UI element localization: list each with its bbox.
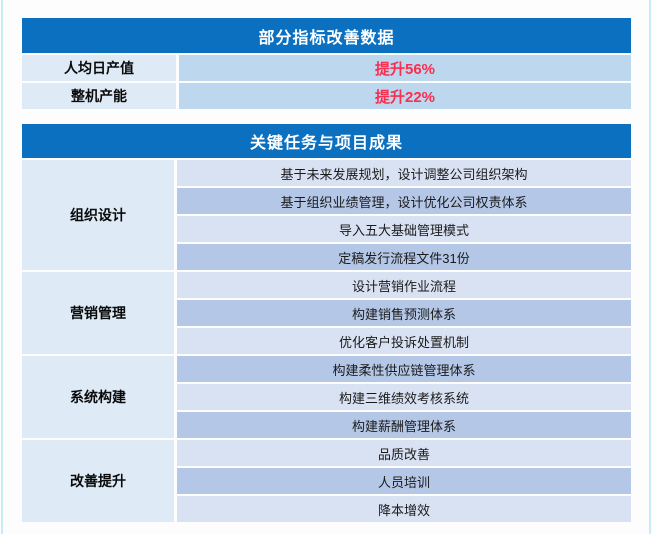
task-row: 设计营销作业流程 [177,272,631,298]
tasks-table-body: 组织设计 基于未来发展规划，设计调整公司组织架构 基于组织业绩管理，设计优化公司权责… [22,160,631,522]
task-group-label: 系统构建 [22,356,174,438]
task-row: 降本增效 [177,496,631,522]
task-row: 基于未来发展规划，设计调整公司组织架构 [177,160,631,186]
task-group-rows: 基于未来发展规划，设计调整公司组织架构 基于组织业绩管理，设计优化公司权责体系 导入… [177,160,631,270]
tasks-table-title: 关键任务与项目成果 [22,124,631,158]
task-group-label: 改善提升 [22,440,174,522]
task-group: 系统构建 构建柔性供应链管理体系 构建三维绩效考核系统 构建薪酬管理体系 [22,356,631,438]
metric-label: 整机产能 [22,83,176,109]
task-group-rows: 设计营销作业流程 构建销售预测体系 优化客户投诉处置机制 [177,272,631,354]
task-row: 基于组织业绩管理，设计优化公司权责体系 [177,188,631,214]
metrics-table-body: 人均日产值 提升56% 整机产能 提升22% [22,55,631,109]
task-row: 导入五大基础管理模式 [177,216,631,242]
task-row: 构建三维绩效考核系统 [177,384,631,410]
task-row: 优化客户投诉处置机制 [177,328,631,354]
task-group-rows: 构建柔性供应链管理体系 构建三维绩效考核系统 构建薪酬管理体系 [177,356,631,438]
task-row: 定稿发行流程文件31份 [177,244,631,270]
metric-row: 人均日产值 提升56% [22,55,631,81]
task-row: 构建薪酬管理体系 [177,412,631,438]
metric-label: 人均日产值 [22,55,176,81]
task-group: 营销管理 设计营销作业流程 构建销售预测体系 优化客户投诉处置机制 [22,272,631,354]
tasks-table: 关键任务与项目成果 组织设计 基于未来发展规划，设计调整公司组织架构 基于组织业绩管… [22,124,631,522]
task-row: 人员培训 [177,468,631,494]
task-row: 构建销售预测体系 [177,300,631,326]
metric-value: 提升56% [179,55,631,81]
metric-value: 提升22% [179,83,631,109]
right-frame-line [649,0,651,534]
task-row: 品质改善 [177,440,631,466]
task-group: 组织设计 基于未来发展规划，设计调整公司组织架构 基于组织业绩管理，设计优化公司权责… [22,160,631,270]
task-group-label: 组织设计 [22,160,174,270]
task-group: 改善提升 品质改善 人员培训 降本增效 [22,440,631,522]
task-group-rows: 品质改善 人员培训 降本增效 [177,440,631,522]
metrics-table: 部分指标改善数据 人均日产值 提升56% 整机产能 提升22% [22,18,631,109]
metrics-table-title: 部分指标改善数据 [22,18,631,53]
task-row: 构建柔性供应链管理体系 [177,356,631,382]
metric-row: 整机产能 提升22% [22,83,631,109]
left-frame-line [1,0,3,534]
task-group-label: 营销管理 [22,272,174,354]
